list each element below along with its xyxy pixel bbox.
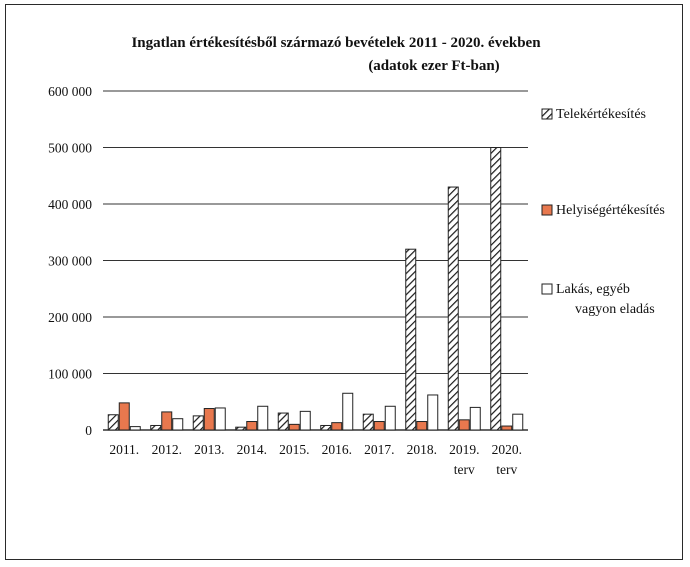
legend-label: vagyon eladás [575, 302, 655, 317]
bar-2020-series-3 [512, 413, 524, 431]
bar-2013-series-3 [214, 407, 226, 431]
bar-2017-series-2 [373, 421, 385, 431]
bar-2015-series-3 [299, 410, 311, 431]
x-tick-label: 2020. [492, 442, 522, 457]
bar-2016-series-1 [320, 424, 332, 431]
y-tick-label: 600 000 [48, 84, 92, 99]
x-tick-label: 2019. [449, 442, 479, 457]
x-tick-label: 2011. [109, 442, 139, 457]
bar-2018-series-2 [416, 421, 428, 431]
bar-2011-series-1 [107, 414, 119, 431]
x-tick-label: 2016. [322, 442, 352, 457]
bar-2016-series-3 [342, 392, 354, 431]
bar-2017-series-3 [384, 405, 396, 431]
bar-2018-series-3 [427, 394, 439, 431]
x-tick-label: 2013. [194, 442, 224, 457]
bar-2014-series-3 [257, 405, 269, 431]
bar-2011-series-3 [129, 426, 141, 431]
legend: Telekértékesítés Helyiségértékesítés Lakás… [541, 107, 665, 317]
legend-label: Telekértékesítés [556, 107, 646, 122]
bar-2013-series-1 [192, 415, 204, 431]
bar-2015-series-2 [288, 423, 300, 431]
y-tick-label: 100 000 [48, 367, 92, 382]
x-tick-label: 2015. [279, 442, 309, 457]
y-tick-label: 500 000 [48, 141, 92, 156]
bar-2011-series-2 [118, 402, 130, 431]
chart-frame [5, 4, 683, 560]
y-tick-label: 200 000 [48, 310, 92, 325]
bar-2014-series-1 [235, 426, 247, 431]
bar-2014-series-2 [246, 421, 258, 431]
bar-2019-series-1 [447, 186, 459, 431]
y-tick-label: 400 000 [48, 197, 92, 212]
chart-subtitle: (adatok ezer Ft-ban) [368, 58, 499, 74]
x-tick-label: 2012. [152, 442, 182, 457]
y-tick-label: 300 000 [48, 254, 92, 269]
x-axis-tick-labels: 2011. 2012. 2013. 2014. 2015. 2016. 2017. 2018.… [109, 442, 522, 477]
x-tick-label: 2014. [237, 442, 267, 457]
bar-2012-series-3 [172, 418, 184, 431]
bars [107, 147, 524, 431]
y-tick-label: 0 [85, 423, 92, 438]
bar-2020-series-1 [490, 147, 502, 431]
bar-2020-series-2 [501, 425, 513, 431]
bar-2019-series-2 [458, 419, 470, 431]
gridlines [103, 90, 528, 431]
y-axis-tick-labels: 0 100 000 200 000 300 000 400 000 500 000 600 … [48, 84, 92, 438]
x-tick-sublabel: terv [496, 462, 517, 477]
x-tick-label: 2017. [364, 442, 394, 457]
legend-swatch [541, 108, 553, 120]
bar-2019-series-3 [469, 406, 481, 431]
legend-label: Lakás, egyéb [556, 282, 630, 297]
chart-title: Ingatlan értékesítésből származó bevétel… [131, 35, 541, 51]
bar-2015-series-1 [277, 412, 289, 431]
legend-swatch [541, 283, 553, 295]
x-tick-label: 2018. [407, 442, 437, 457]
bar-2018-series-1 [405, 248, 417, 431]
x-tick-sublabel: terv [454, 462, 475, 477]
bar-2017-series-1 [362, 413, 374, 431]
bar-2012-series-1 [150, 424, 162, 431]
legend-swatch [541, 204, 553, 216]
bar-2016-series-2 [331, 422, 343, 431]
bar-2012-series-2 [161, 411, 173, 431]
bar-2013-series-2 [203, 408, 215, 431]
legend-label: Helyiségértékesítés [556, 203, 665, 218]
